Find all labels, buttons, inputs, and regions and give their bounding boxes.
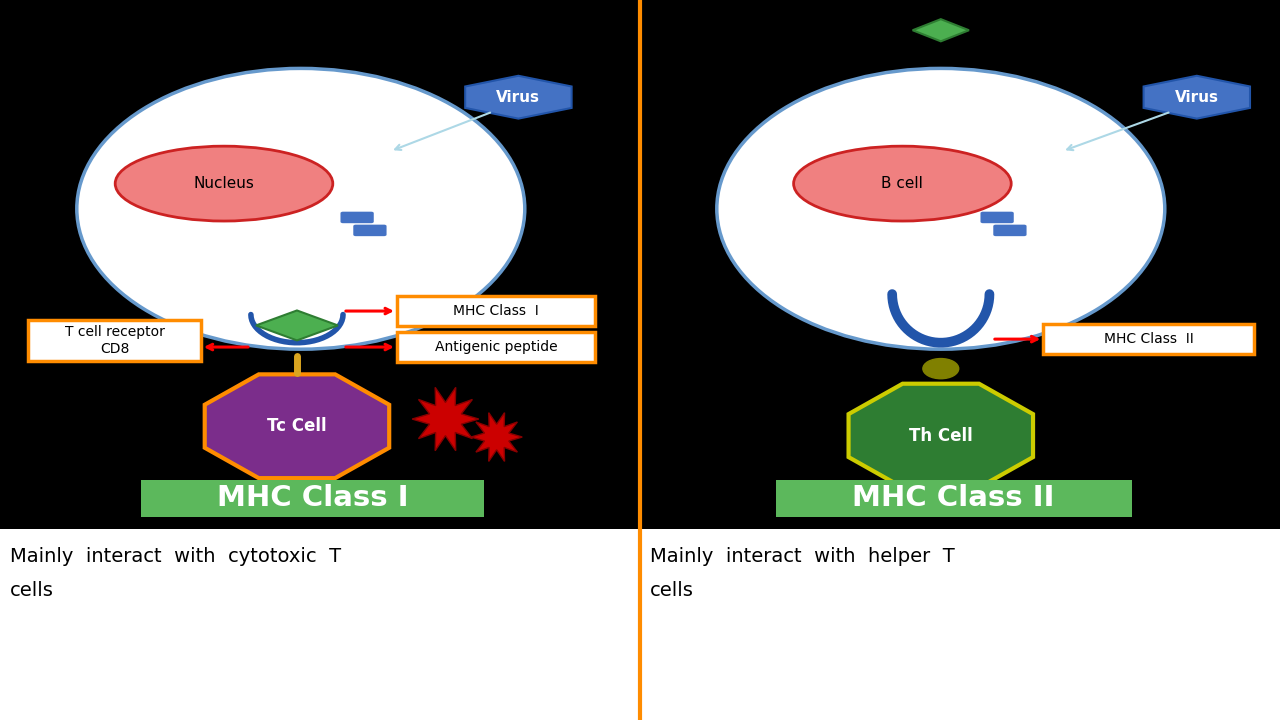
- Polygon shape: [1143, 76, 1251, 119]
- FancyBboxPatch shape: [397, 296, 595, 326]
- Text: Nucleus: Nucleus: [193, 176, 255, 191]
- Ellipse shape: [115, 146, 333, 221]
- FancyBboxPatch shape: [353, 225, 387, 236]
- FancyBboxPatch shape: [0, 529, 1280, 720]
- Polygon shape: [256, 310, 338, 341]
- Text: T cell receptor
CD8: T cell receptor CD8: [64, 325, 165, 356]
- Text: MHC Class  II: MHC Class II: [1103, 332, 1194, 346]
- FancyBboxPatch shape: [980, 212, 1014, 223]
- Ellipse shape: [77, 68, 525, 349]
- Polygon shape: [913, 19, 969, 41]
- FancyBboxPatch shape: [993, 225, 1027, 236]
- Polygon shape: [849, 384, 1033, 487]
- Text: Th Cell: Th Cell: [909, 426, 973, 444]
- Text: MHC Class I: MHC Class I: [216, 485, 408, 512]
- Circle shape: [923, 359, 959, 379]
- Polygon shape: [412, 387, 479, 451]
- Text: Mainly  interact  with  helper  T
cells: Mainly interact with helper T cells: [650, 547, 955, 600]
- Polygon shape: [465, 76, 572, 119]
- Text: B cell: B cell: [882, 176, 923, 191]
- Text: Virus: Virus: [497, 90, 540, 104]
- Polygon shape: [471, 413, 522, 462]
- FancyBboxPatch shape: [397, 332, 595, 362]
- Polygon shape: [205, 374, 389, 478]
- FancyBboxPatch shape: [141, 480, 484, 517]
- FancyBboxPatch shape: [28, 320, 201, 361]
- Text: Virus: Virus: [1175, 90, 1219, 104]
- Text: Antigenic peptide: Antigenic peptide: [435, 340, 557, 354]
- Ellipse shape: [717, 68, 1165, 349]
- Ellipse shape: [794, 146, 1011, 221]
- FancyBboxPatch shape: [1043, 324, 1254, 354]
- Text: MHC Class  I: MHC Class I: [453, 304, 539, 318]
- Text: Tc Cell: Tc Cell: [268, 418, 326, 435]
- Text: Mainly  interact  with  cytotoxic  T
cells: Mainly interact with cytotoxic T cells: [10, 547, 342, 600]
- Text: MHC Class II: MHC Class II: [852, 485, 1055, 512]
- FancyBboxPatch shape: [776, 480, 1132, 517]
- FancyBboxPatch shape: [340, 212, 374, 223]
